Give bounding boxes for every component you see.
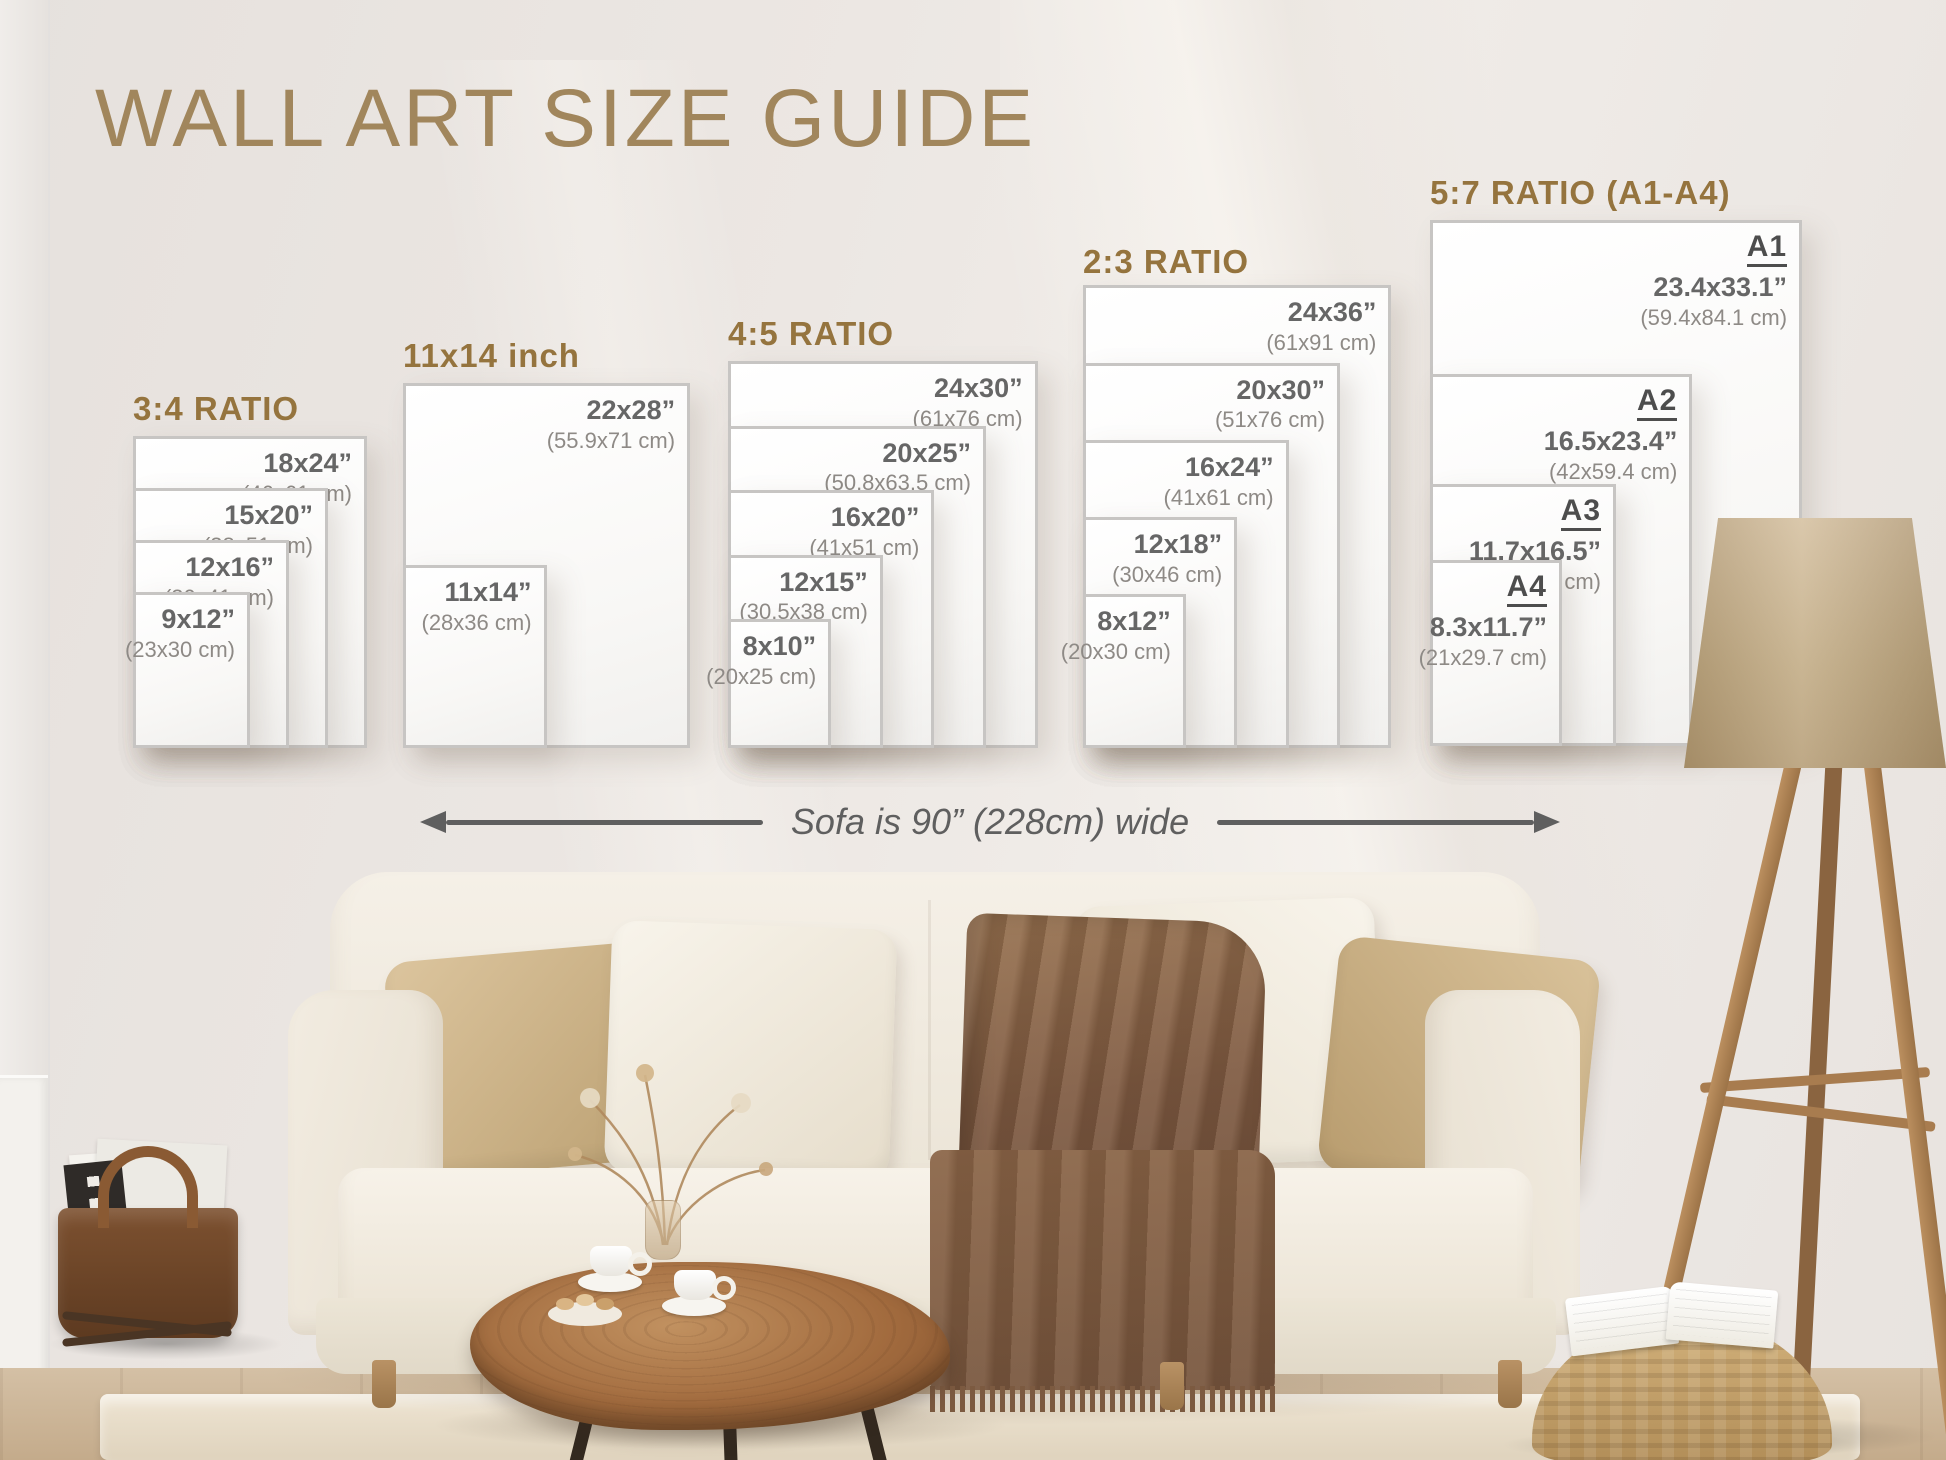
paper-format-name: A2 (1636, 385, 1678, 422)
size-inches: 8.3x11.7” (1429, 612, 1547, 643)
size-label: 16x20” (41x51 cm) (809, 501, 919, 562)
dimension-line-left (446, 819, 763, 825)
size-centimeters: (30x46 cm) (1112, 561, 1223, 587)
size-label: 24x30” (61x76 cm) (913, 372, 1023, 433)
size-sheet: 8x12” (20x30 cm) (1061, 593, 1186, 748)
sofa-width-note: Sofa is 90” (228cm) wide (790, 801, 1190, 842)
size-centimeters: (51x76 cm) (1214, 407, 1325, 433)
size-inches: 12x16” (185, 552, 274, 582)
size-centimeters: (59.4x84.1 cm) (1640, 305, 1788, 331)
size-inches: 11x14” (444, 577, 532, 608)
size-centimeters: (55.9x71 cm) (546, 427, 676, 453)
paper-format-name: A1 (1746, 231, 1788, 268)
group-title: 11x14 inch (403, 336, 580, 374)
size-centimeters: (28x36 cm) (421, 610, 532, 636)
size-label: A4 8.3x11.7” (21x29.7 cm) (1419, 571, 1547, 672)
size-inches: 23.4x33.1” (1653, 272, 1788, 303)
size-centimeters: (20x30 cm) (1060, 638, 1171, 664)
size-centimeters: (41x61 cm) (1163, 484, 1274, 510)
size-inches: 8x12” (1097, 605, 1171, 636)
size-inches: 16x24” (1185, 451, 1274, 482)
size-inches: 9x12” (161, 604, 235, 634)
size-sheet: 8x10” (20x25 cm) (706, 619, 832, 748)
size-inches: 12x18” (1133, 528, 1223, 559)
size-inches: 15x20” (224, 500, 313, 530)
left-wall-wainscot (0, 1075, 48, 1375)
size-sheet: 11x14” (28x36 cm) (403, 565, 547, 748)
arrow-right-icon (1534, 811, 1561, 833)
size-inches: 8x10” (742, 631, 817, 661)
size-centimeters: (61x91 cm) (1266, 330, 1377, 356)
size-centimeters: (42x59.4 cm) (1548, 459, 1678, 485)
paper-format-name: A4 (1506, 571, 1547, 608)
size-inches: 22x28” (586, 394, 676, 425)
size-label: 20x25” (50.8x63.5 cm) (824, 437, 971, 498)
size-inches: 20x25” (882, 437, 971, 468)
paper-format-name: A3 (1560, 495, 1602, 532)
size-inches: 24x36” (1287, 297, 1377, 328)
group-title: 5:7 RATIO (A1-A4) (1430, 173, 1731, 211)
sofa-width-dimension: Sofa is 90” (228cm) wide (420, 798, 1561, 846)
size-label: 20x30” (51x76 cm) (1215, 374, 1325, 435)
size-label: 8x12” (20x30 cm) (1061, 605, 1171, 666)
size-label: 24x36” (61x91 cm) (1266, 296, 1376, 357)
size-label: 12x15” (30.5x38 cm) (739, 566, 867, 627)
size-label: 22x28” (55.9x71 cm) (547, 394, 675, 455)
arrow-left-icon (420, 811, 446, 833)
size-inches: 18x24” (263, 448, 352, 478)
size-label: 12x18” (30x46 cm) (1112, 528, 1222, 589)
size-label: 8x10” (20x25 cm) (706, 630, 816, 691)
group-title: 2:3 RATIO (1083, 243, 1250, 281)
size-centimeters: (21x29.7 cm) (1418, 645, 1547, 671)
group-title: 4:5 RATIO (728, 315, 895, 352)
size-label: A1 23.4x33.1” (59.4x84.1 cm) (1640, 231, 1788, 332)
size-label: 16x24” (41x61 cm) (1164, 451, 1274, 512)
dimension-line-right (1217, 819, 1535, 825)
size-label: 9x12” (23x30 cm) (125, 603, 235, 664)
group-title: 3:4 RATIO (133, 390, 300, 427)
size-inches: 16.5x23.4” (1543, 426, 1678, 457)
size-inches: 20x30” (1236, 374, 1325, 405)
page-title: WALL ART SIZE GUIDE (95, 73, 1037, 164)
size-centimeters: (20x25 cm) (706, 663, 817, 689)
size-label: A2 16.5x23.4” (42x59.4 cm) (1544, 385, 1678, 486)
size-inches: 12x15” (779, 566, 868, 597)
size-inches: 16x20” (830, 502, 920, 532)
size-sheet: 9x12” (23x30 cm) (125, 592, 250, 748)
size-centimeters: (23x30 cm) (124, 636, 235, 662)
size-label: 11x14” (28x36 cm) (422, 576, 532, 637)
size-inches: 24x30” (934, 373, 1023, 403)
size-sheet: A4 8.3x11.7” (21x29.7 cm) (1419, 559, 1562, 746)
